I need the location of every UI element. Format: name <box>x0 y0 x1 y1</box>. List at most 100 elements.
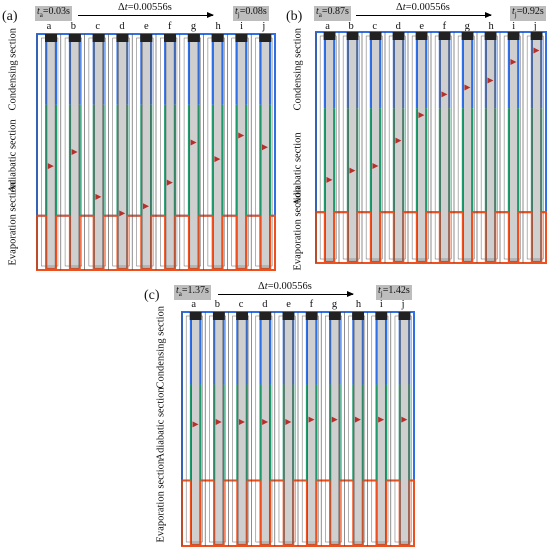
tube-frame-b <box>338 32 360 263</box>
tube-cap <box>461 32 474 40</box>
tube-frame-g <box>179 34 201 270</box>
bubble-marker <box>331 416 338 423</box>
time-step-label: Δt=0.00556s <box>396 2 450 13</box>
tube-cap <box>259 312 272 320</box>
tube-frame-e <box>131 34 154 270</box>
tube-cap <box>375 312 388 320</box>
tube-frame-g <box>320 312 342 546</box>
section-label-condensing: Condensing section <box>155 305 167 389</box>
end-time-label: tj=1.42s <box>376 285 412 300</box>
panel-label: (c) <box>144 288 160 303</box>
tube-channel <box>214 313 224 545</box>
bubble-marker <box>487 77 494 84</box>
section-label-adiabatic: Adiabatic section <box>155 387 167 461</box>
tube-frame-g <box>453 32 475 263</box>
tube-channel <box>353 313 363 545</box>
frame-letter-a: a <box>46 21 52 32</box>
tube-frame-a <box>36 34 59 270</box>
bubble-marker <box>192 421 199 428</box>
tube-cap <box>438 32 451 40</box>
frame-letter-h: h <box>355 299 362 310</box>
bubble-marker <box>214 156 221 163</box>
tube-frame-i <box>227 34 249 270</box>
frame-letter-g: g <box>464 21 470 32</box>
tube-cap <box>92 34 105 42</box>
tube-frame-h <box>203 34 225 270</box>
bubble-marker <box>441 91 448 98</box>
section-label-condensing: Condensing section <box>292 27 304 111</box>
tube-frame-d <box>108 34 130 270</box>
tube-channel <box>509 33 518 262</box>
frame-letter-i: i <box>240 21 243 32</box>
tube-cap <box>236 312 249 320</box>
tube-frames <box>36 33 276 271</box>
tube-cap <box>369 32 382 40</box>
frame-letter-c: c <box>372 21 377 32</box>
tube-channel <box>237 35 246 269</box>
tube-frame-e <box>407 32 429 263</box>
tube-frame-h <box>476 32 498 263</box>
tube-frame-b <box>204 312 226 546</box>
frame-letter-a: a <box>191 299 197 310</box>
tube-frame-a <box>181 312 203 546</box>
tube-channel <box>191 313 200 545</box>
tube-cap <box>352 312 365 320</box>
frame-letter-j: j <box>533 21 537 32</box>
time-step-label: Δt=0.00556s <box>258 281 312 292</box>
tube-cap <box>235 34 248 42</box>
frame-letters: a b c d e f g h i j <box>37 21 275 33</box>
time-arrow <box>78 12 214 18</box>
tube-frame-c <box>361 32 383 263</box>
tube-channel <box>261 313 270 545</box>
frame-letter-c: c <box>95 21 100 32</box>
tube-channel <box>260 35 270 269</box>
bubble-marker <box>401 416 408 423</box>
section-label-evaporation: Evaporation section <box>7 181 19 266</box>
tube-cap <box>211 34 224 42</box>
bubble-marker <box>349 167 356 174</box>
tube-channel <box>165 35 175 269</box>
frame-letter-b: b <box>214 299 221 310</box>
section-label-evaporation: Evaporation section <box>155 458 167 543</box>
tube-frame-f <box>155 34 178 270</box>
tube-frame-e <box>274 312 296 546</box>
time-arrow <box>356 12 492 18</box>
tube-cap <box>346 32 359 40</box>
tube-channel <box>440 33 449 262</box>
tube-channel <box>463 33 472 262</box>
tube-cap <box>530 32 543 40</box>
tube-cap <box>415 32 428 40</box>
panel-a: (a) ta=0.03s Δt=0.00556s tj=0.08s a b c d e f… <box>0 0 280 272</box>
bubble-marker <box>308 416 315 423</box>
tube-frame-d <box>384 32 406 263</box>
frame-letter-b: b <box>70 21 76 32</box>
bubble-marker <box>95 193 102 200</box>
frame-letter-i: i <box>512 21 516 32</box>
tube-frame-j <box>522 32 544 263</box>
frame-letter-d: d <box>395 21 401 32</box>
tube-channel <box>532 33 541 262</box>
start-time-label: ta=0.03s <box>35 6 72 21</box>
frame-letter-h: h <box>215 21 221 32</box>
tube-cap <box>116 34 129 42</box>
tube-frames <box>315 31 547 264</box>
bubble-marker <box>510 59 517 66</box>
time-step-label: Δt=0.00556s <box>118 2 172 13</box>
time-arrow <box>218 291 354 297</box>
frame-letter-f: f <box>442 21 447 32</box>
panel-c: (c) ta=1.37s Δt=0.00556s tj=1.42s a b c d e f… <box>140 280 420 549</box>
tube-channel <box>237 313 247 545</box>
tube-cap <box>187 34 200 42</box>
bubble-marker <box>166 179 173 186</box>
tube-cap <box>44 34 58 42</box>
tube-channel <box>189 35 199 269</box>
tube-frame-d <box>251 312 273 546</box>
bubble-marker <box>262 144 269 151</box>
tube-frame-i <box>499 32 521 263</box>
tube-channel <box>94 35 103 269</box>
tube-cap <box>259 34 272 42</box>
panel-b: (b) ta=0.87s Δt=0.00556s tj=0.92s a b c d e f… <box>282 0 550 272</box>
end-time-label: tj=0.08s <box>233 6 269 21</box>
frame-letters: a b c d e f g h i j <box>182 299 414 311</box>
tube-frame-c <box>84 34 106 270</box>
